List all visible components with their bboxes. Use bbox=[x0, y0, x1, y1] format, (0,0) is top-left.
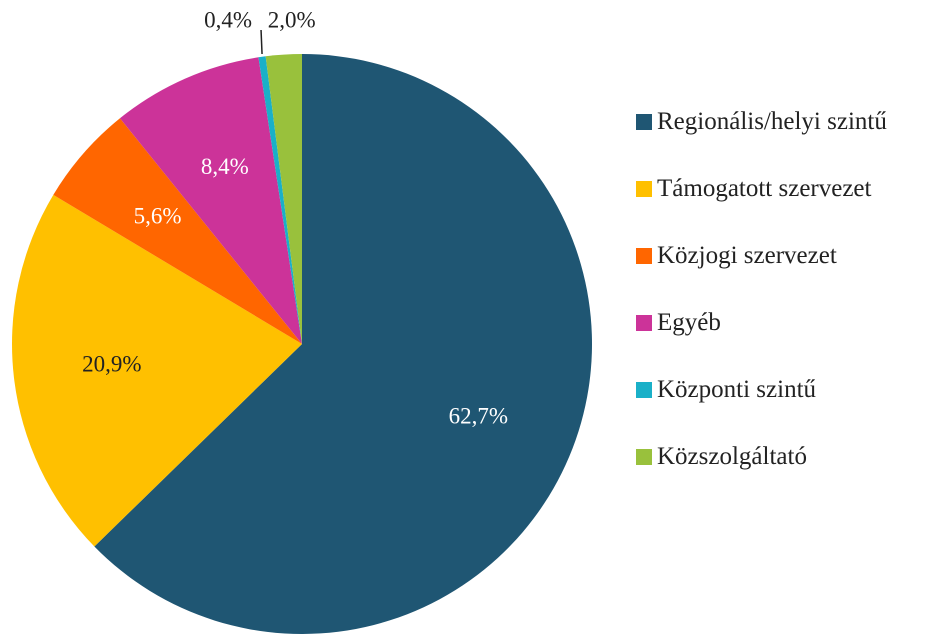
legend-label: Regionális/helyi szintű bbox=[657, 108, 887, 135]
legend-item: Közjogi szervezet bbox=[636, 240, 926, 307]
legend: Regionális/helyi szintű Támogatott szerve… bbox=[636, 106, 926, 508]
value-label: 62,7% bbox=[449, 404, 508, 429]
pie-slice bbox=[12, 194, 302, 547]
pie-slice bbox=[53, 118, 303, 344]
pie-slice bbox=[265, 54, 302, 344]
legend-item: Egyéb bbox=[636, 307, 926, 374]
value-label: 2,0% bbox=[268, 7, 316, 32]
legend-swatch bbox=[636, 449, 652, 465]
leader-line bbox=[260, 29, 263, 55]
value-label: 8,4% bbox=[201, 154, 249, 179]
legend-swatch bbox=[636, 315, 652, 331]
legend-item: Támogatott szervezet bbox=[636, 173, 926, 240]
legend-label: Egyéb bbox=[657, 309, 721, 336]
legend-item: Központi szintű bbox=[636, 374, 926, 441]
pie-slice bbox=[119, 57, 302, 345]
legend-label: Közszolgáltató bbox=[657, 443, 807, 470]
legend-label: Központi szintű bbox=[657, 376, 817, 403]
legend-item: Közszolgáltató bbox=[636, 441, 926, 508]
legend-swatch bbox=[636, 248, 652, 264]
legend-swatch bbox=[636, 382, 652, 398]
value-label: 0,4% bbox=[204, 7, 252, 32]
legend-label: Közjogi szervezet bbox=[657, 242, 837, 269]
legend-label: Támogatott szervezet bbox=[657, 175, 872, 202]
pie-slice bbox=[94, 54, 592, 634]
pie-slice bbox=[258, 56, 302, 344]
chart: 62,7% 20,9% 5,6% 8,4% 0,4% 2,0% bbox=[12, 7, 592, 634]
legend-swatch bbox=[636, 181, 652, 197]
value-label: 20,9% bbox=[82, 351, 141, 376]
value-label: 5,6% bbox=[134, 204, 182, 229]
legend-item: Regionális/helyi szintű bbox=[636, 106, 926, 173]
legend-swatch bbox=[636, 114, 652, 130]
